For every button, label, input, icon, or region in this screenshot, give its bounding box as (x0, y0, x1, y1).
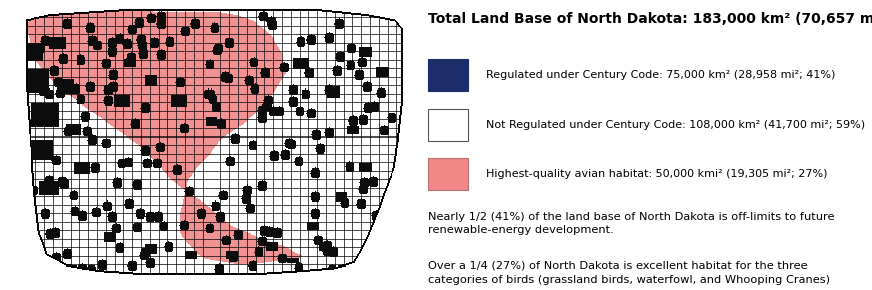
Text: Nearly 1/2 (41%) of the land base of North Dakota is off-limits to future
renewa: Nearly 1/2 (41%) of the land base of Nor… (428, 212, 835, 235)
Text: Highest-quality avian habitat: 50,000 kmi² (19,305 mi²; 27%): Highest-quality avian habitat: 50,000 km… (486, 169, 828, 179)
Text: Not Regulated under Century Code: 108,000 km² (41,700 mi²; 59%): Not Regulated under Century Code: 108,00… (486, 120, 865, 130)
Text: Regulated under Century Code: 75,000 km² (28,958 mi²; 41%): Regulated under Century Code: 75,000 km²… (486, 70, 835, 80)
Text: Total Land Base of North Dakota: 183,000 km² (70,657 mi²): Total Land Base of North Dakota: 183,000… (428, 12, 872, 26)
FancyBboxPatch shape (428, 59, 467, 91)
FancyBboxPatch shape (428, 109, 467, 141)
FancyBboxPatch shape (428, 158, 467, 190)
Text: Over a 1/4 (27%) of North Dakota is excellent habitat for the three
categories o: Over a 1/4 (27%) of North Dakota is exce… (428, 261, 830, 284)
